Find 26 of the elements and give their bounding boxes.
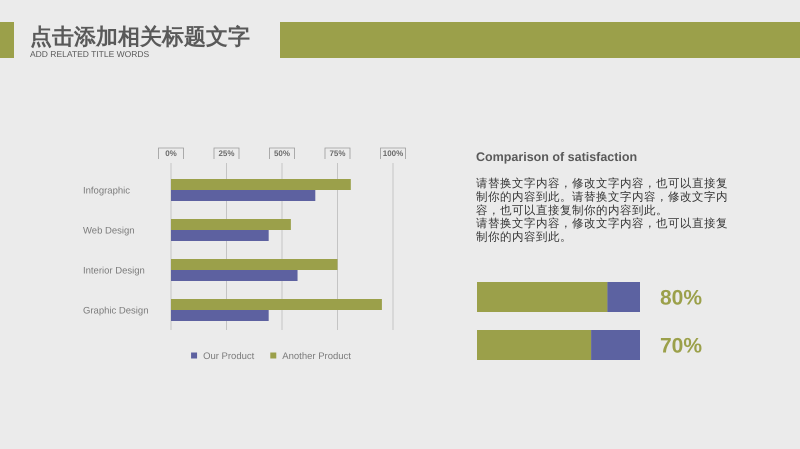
bar — [171, 179, 351, 190]
x-tick-label: 50% — [274, 149, 290, 158]
bar — [171, 230, 269, 241]
data-label: 80% — [660, 286, 702, 310]
chart-title: 点击添加相关标题文字 — [30, 24, 250, 49]
text: Comparison of satisfaction — [476, 150, 638, 164]
data-label: 70% — [660, 334, 702, 358]
y-tick-label: Interior Design — [83, 266, 145, 276]
x-tick-label: 100% — [382, 149, 404, 158]
y-tick-label: Graphic Design — [83, 306, 148, 316]
text: ADD RELATED TITLE WORDS — [30, 49, 150, 59]
bar — [171, 299, 382, 310]
bar — [171, 259, 338, 270]
y-tick-label: Web Design — [83, 226, 135, 236]
bar — [171, 219, 291, 230]
text: 请替换文字内容，修改文字内容，也可以直接复制你的内容到此。请替换文字内容，修改文字内容，也可以直接复制你的内容到此。 — [476, 176, 728, 217]
y-tick-label: Infographic — [83, 186, 130, 196]
text: 请替换文字内容，修改文字内容，也可以直接复制你的内容到此。 — [476, 216, 728, 244]
legend-label: Another Product — [282, 351, 352, 362]
x-tick-label: 25% — [218, 149, 235, 158]
bar — [171, 270, 298, 281]
bar — [171, 310, 269, 321]
x-tick-label: 0% — [165, 149, 177, 158]
bar — [171, 190, 316, 201]
legend-label: Our Product — [203, 351, 255, 362]
x-tick-label: 75% — [329, 149, 346, 158]
